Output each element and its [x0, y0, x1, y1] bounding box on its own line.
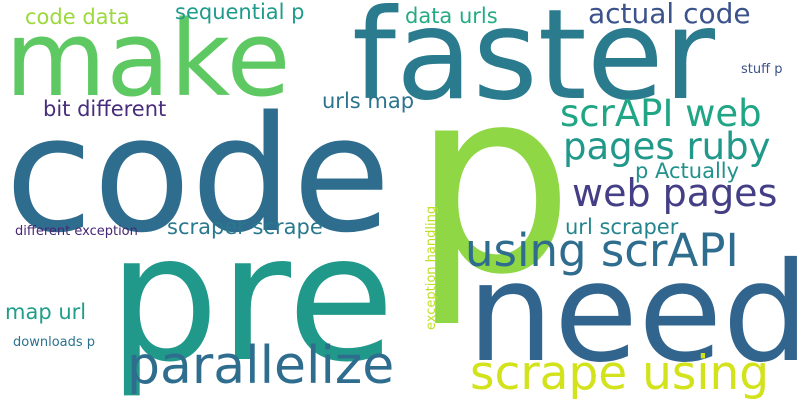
word: actual code — [588, 0, 751, 30]
word: using scrAPI — [465, 224, 739, 277]
word: different exception — [15, 224, 138, 239]
word: data urls — [405, 4, 498, 28]
word: p Actually — [635, 159, 740, 183]
word: stuff p — [741, 62, 783, 77]
word: code — [5, 81, 391, 268]
word: bit different — [43, 97, 167, 121]
word: scrAPI web — [560, 92, 762, 135]
word: parallelize — [127, 336, 395, 396]
word: urls map — [322, 89, 415, 113]
word: scraper scrape — [167, 215, 323, 239]
word: pages ruby — [563, 125, 771, 168]
word: make — [5, 0, 291, 120]
word: url scraper — [565, 215, 679, 239]
word: downloads p — [13, 335, 96, 350]
word: scrape using — [470, 346, 770, 400]
word: exception handling — [424, 205, 439, 330]
word: map url — [5, 300, 87, 324]
word: need — [467, 234, 800, 393]
word: pre — [108, 198, 395, 400]
word: faster — [352, 0, 716, 128]
word: p — [412, 34, 574, 331]
word: code data — [25, 5, 130, 29]
word: web pages — [572, 171, 778, 215]
word: sequential p — [175, 0, 305, 24]
